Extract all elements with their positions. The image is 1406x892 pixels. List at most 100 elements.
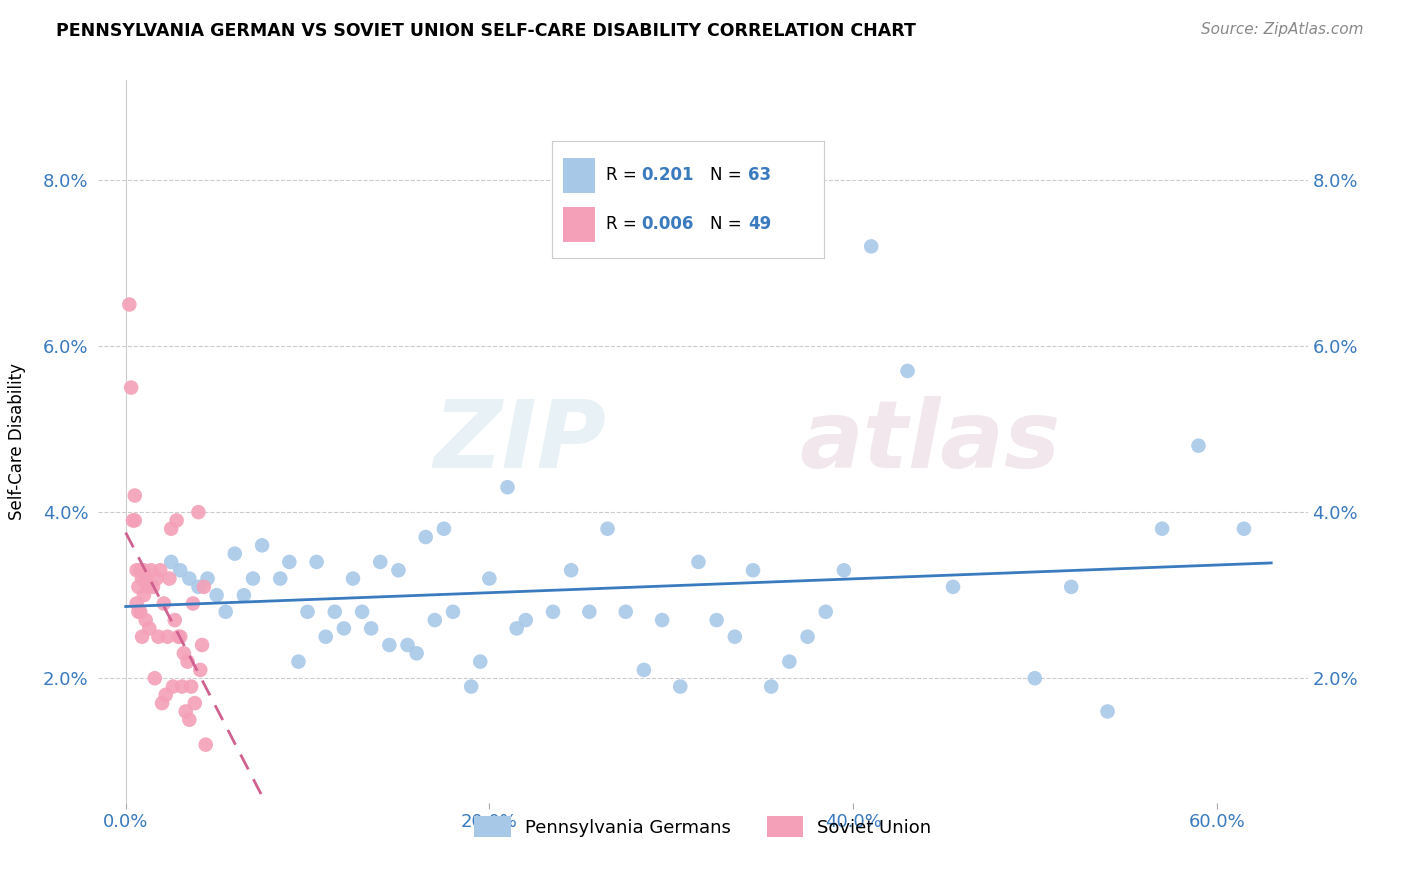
Point (127, 580, 149, 594)
Point (278, 555, 301, 569)
Point (269, 572, 291, 586)
Point (378, 638, 401, 652)
Point (614, 605, 637, 619)
Point (187, 505, 209, 519)
Point (181, 597, 204, 611)
Text: 0.006: 0.006 (641, 215, 695, 234)
Point (143, 671, 166, 685)
Point (170, 680, 193, 694)
Point (633, 663, 655, 677)
Point (145, 572, 167, 586)
Point (118, 297, 141, 311)
Text: PENNSYLVANIA GERMAN VS SOVIET UNION SELF-CARE DISABILITY CORRELATION CHART: PENNSYLVANIA GERMAN VS SOVIET UNION SELF… (56, 22, 917, 40)
Point (405, 646, 427, 660)
Point (814, 605, 837, 619)
Point (141, 563, 163, 577)
Point (470, 655, 492, 669)
Point (596, 522, 619, 536)
Point (150, 696, 173, 710)
Point (724, 630, 747, 644)
Text: N =: N = (710, 166, 747, 185)
Point (179, 713, 201, 727)
Point (124, 513, 146, 527)
Point (131, 572, 153, 586)
Point (333, 621, 356, 635)
Point (176, 655, 198, 669)
Point (142, 580, 165, 594)
Text: atlas: atlas (800, 395, 1062, 488)
Point (153, 597, 176, 611)
Point (860, 239, 883, 253)
Point (157, 572, 180, 586)
Point (352, 605, 374, 619)
Point (368, 555, 391, 569)
Point (136, 580, 159, 594)
Point (191, 638, 214, 652)
Point (173, 646, 195, 660)
Point (832, 563, 855, 577)
Text: R =: R = (606, 215, 643, 234)
Point (305, 555, 328, 569)
FancyBboxPatch shape (562, 158, 595, 193)
Point (122, 513, 145, 527)
Point (1097, 705, 1119, 719)
Point (297, 605, 319, 619)
Point (706, 613, 728, 627)
Point (423, 613, 446, 627)
Point (242, 572, 264, 586)
Point (120, 380, 142, 394)
Point (460, 680, 482, 694)
Point (360, 621, 382, 635)
Point (778, 655, 800, 669)
Point (396, 638, 419, 652)
Point (160, 555, 183, 569)
Point (162, 680, 184, 694)
Point (188, 663, 211, 677)
Point (197, 572, 219, 586)
Point (193, 580, 215, 594)
Point (169, 563, 191, 577)
Y-axis label: Self-Care Disability: Self-Care Disability (8, 363, 27, 520)
Point (125, 597, 148, 611)
Point (669, 680, 692, 694)
FancyBboxPatch shape (562, 207, 595, 242)
Point (215, 605, 238, 619)
Point (205, 588, 228, 602)
Point (148, 630, 170, 644)
Point (180, 680, 202, 694)
Text: Source: ZipAtlas.com: Source: ZipAtlas.com (1201, 22, 1364, 37)
Point (194, 738, 217, 752)
Point (250, 538, 273, 552)
Point (515, 613, 537, 627)
Point (1152, 522, 1174, 536)
Point (1187, 439, 1209, 453)
Point (129, 563, 152, 577)
Point (505, 621, 527, 635)
Point (224, 547, 246, 561)
Text: R =: R = (606, 166, 643, 185)
Point (578, 605, 600, 619)
Point (127, 605, 149, 619)
Point (541, 605, 564, 619)
Point (132, 588, 155, 602)
Point (135, 613, 157, 627)
Point (315, 630, 337, 644)
Text: N =: N = (710, 215, 747, 234)
Point (387, 563, 409, 577)
Point (1060, 580, 1083, 594)
Point (149, 563, 172, 577)
Point (125, 563, 148, 577)
Point (184, 696, 207, 710)
Point (169, 630, 191, 644)
Point (131, 630, 153, 644)
Point (742, 563, 765, 577)
Legend: Pennsylvania Germans, Soviet Union: Pennsylvania Germans, Soviet Union (467, 809, 939, 845)
Point (155, 688, 177, 702)
Point (496, 480, 519, 494)
Point (287, 655, 309, 669)
Point (129, 605, 152, 619)
Text: 49: 49 (748, 215, 770, 234)
Point (138, 621, 160, 635)
Point (796, 630, 818, 644)
Point (342, 572, 364, 586)
